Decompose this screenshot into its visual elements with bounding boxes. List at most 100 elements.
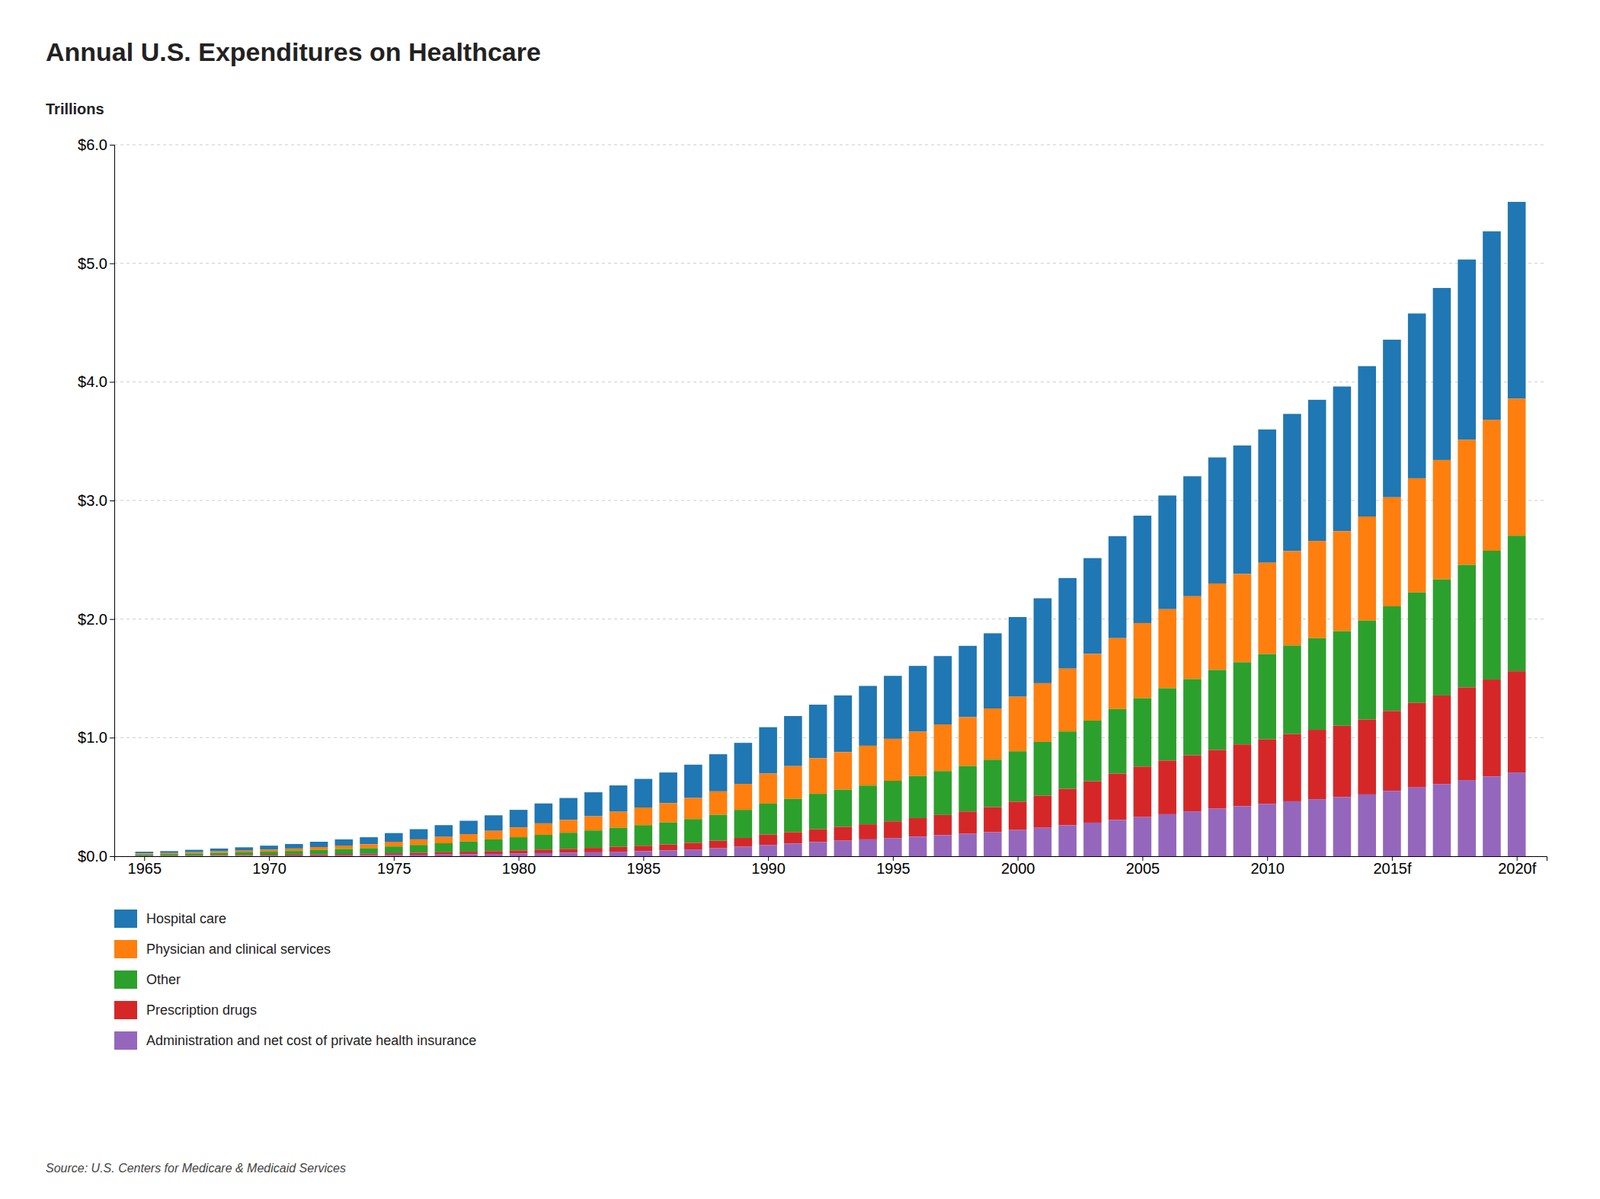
bar-segment — [784, 832, 803, 844]
bar-segment — [509, 850, 528, 854]
bar-segment — [584, 792, 603, 816]
bar-segment — [1408, 592, 1427, 704]
bar-segment — [160, 855, 179, 857]
bar-segment — [384, 833, 404, 842]
bar-segment — [834, 695, 853, 752]
bar-segment — [858, 785, 877, 825]
bar-segment — [659, 803, 678, 823]
series-bars — [135, 535, 1527, 856]
bar-segment — [135, 853, 154, 855]
bar-segment — [1083, 781, 1102, 823]
bar-segment — [1507, 535, 1527, 672]
tick-label: $0.0 — [77, 848, 108, 865]
bar-segment — [709, 815, 728, 842]
bar-segment — [809, 829, 828, 843]
bar-segment — [1457, 565, 1476, 688]
tick-label: $5.0 — [77, 255, 108, 272]
tick: 2015f — [1372, 856, 1412, 877]
bar-segment — [1183, 811, 1202, 857]
bar-segment — [1433, 579, 1452, 696]
tick: $3.0 — [77, 492, 115, 509]
bar-segment — [1257, 563, 1277, 655]
chart: 1965197019751980198519901995200020052010… — [0, 0, 1600, 1199]
bar-segment — [858, 685, 877, 746]
bar-segment — [1382, 710, 1402, 791]
plot: 1965197019751980198519901995200020052010… — [77, 136, 1547, 877]
grid-line — [114, 262, 1547, 264]
bar-segment — [1308, 400, 1327, 541]
tick-label: $2.0 — [77, 611, 108, 628]
bar-segment — [1283, 645, 1302, 734]
bar-segment — [758, 774, 778, 804]
tick-label: $1.0 — [77, 729, 108, 746]
bar-segment — [259, 855, 279, 857]
bar-segment — [609, 812, 628, 829]
bar-segment — [160, 851, 179, 853]
bar-segment — [1208, 750, 1227, 810]
bar-segment — [883, 780, 903, 822]
tick-label: 1965 — [128, 860, 163, 877]
tick: 1985 — [627, 856, 662, 877]
bar-segment — [784, 799, 803, 833]
grid-line — [114, 500, 1547, 502]
legend-item: Other — [114, 970, 181, 989]
grid-line — [114, 381, 1547, 383]
legend-label: Other — [146, 972, 181, 988]
bar-segment — [1382, 339, 1402, 498]
bar-segment — [310, 850, 329, 855]
tick-label: 1995 — [876, 860, 911, 877]
legend-label: Hospital care — [146, 911, 227, 927]
tick-label: 1985 — [627, 860, 662, 877]
bar-segment — [1433, 784, 1452, 857]
bar-segment — [235, 855, 254, 857]
tick: 1980 — [502, 856, 537, 877]
bar-segment — [983, 708, 1002, 760]
bar-segment — [1058, 578, 1077, 669]
bar-segment — [609, 851, 628, 857]
bar-segment — [858, 824, 877, 840]
bar-segment — [758, 844, 778, 857]
bar-segment — [609, 785, 628, 813]
bar-segment — [1482, 679, 1501, 777]
bar-segment — [784, 843, 803, 857]
bar-segment — [1333, 726, 1352, 798]
bar-segment — [908, 776, 928, 819]
bar-segment — [1283, 550, 1302, 646]
tick-mark — [109, 263, 115, 265]
bar-segment — [1183, 755, 1202, 813]
tick: 2010 — [1250, 856, 1285, 877]
bar-segment — [659, 772, 678, 804]
bar-segment — [809, 704, 828, 759]
bar-segment — [734, 784, 753, 810]
series-bars — [135, 671, 1527, 857]
bar-segment — [235, 851, 254, 853]
tick: $6.0 — [77, 136, 115, 154]
bar-segment — [684, 819, 703, 843]
bar-segment — [1357, 366, 1376, 517]
bar-segment — [1158, 688, 1177, 761]
tick-mark — [109, 856, 115, 858]
bar-segment — [185, 852, 204, 855]
bar-segment — [1257, 429, 1277, 564]
bar-segment — [284, 844, 304, 849]
tick-label: $4.0 — [77, 373, 108, 391]
bar-segment — [609, 828, 628, 848]
bar-segment — [384, 853, 404, 855]
bar-segment — [983, 759, 1002, 807]
bar-segment — [310, 847, 329, 851]
bar-segment — [1357, 720, 1376, 795]
bar-segment — [259, 854, 279, 856]
tick-label: $3.0 — [77, 492, 108, 509]
tick: 2005 — [1126, 856, 1161, 877]
bar-segment — [1008, 697, 1028, 752]
bar-segment — [634, 845, 653, 852]
legend-label: Prescription drugs — [146, 1002, 257, 1018]
bar-segment — [1457, 687, 1476, 781]
bar-segment — [584, 830, 603, 848]
tick-label: 1990 — [751, 860, 785, 877]
bar-segment — [734, 838, 753, 848]
y-axis-title: Trillions — [45, 100, 105, 118]
bar-segment — [883, 675, 903, 740]
bar-segment — [160, 855, 179, 857]
bar-segment — [983, 633, 1002, 709]
